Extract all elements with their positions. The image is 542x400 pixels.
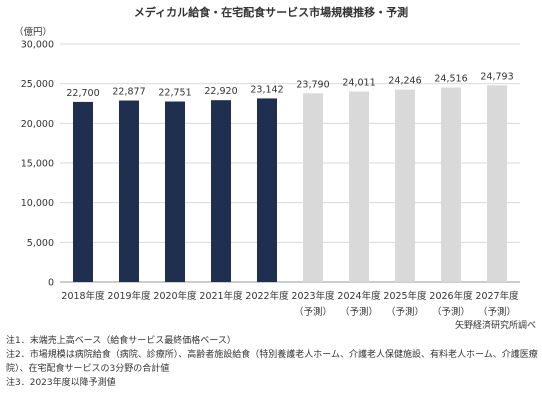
data-label: 22,700	[66, 88, 99, 99]
source-credit: 矢野経済研究所調べ	[455, 319, 536, 330]
footnote-3: 注3．2023年度以降予測値	[6, 378, 116, 388]
x-category-label: 2024年度	[337, 290, 381, 302]
x-category-label: 2022年度	[245, 290, 289, 302]
y-axis-unit: （億円）	[14, 26, 52, 38]
footnote-2: 注2．市場規模は病院給食（病院、診療所）、高齢者施設給食（特別養護老人ホーム、介…	[6, 350, 538, 374]
x-category-label: 2027年度	[475, 290, 519, 302]
x-category-sublabel: （予測）	[340, 306, 378, 318]
footnotes: 注1．末端売上高ベース（給食サービス最終価格ベース） 注2．市場規模は病院給食（…	[6, 334, 538, 390]
x-category-label: 2019年度	[107, 290, 151, 302]
bar-2026年度	[441, 87, 461, 282]
x-category-sublabel: （予測）	[432, 306, 470, 318]
bar-2027年度	[487, 85, 507, 282]
market-size-chart: メディカル給食・在宅配食サービス市場規模推移・予測 （億円） 0 5,000 10,…	[14, 5, 536, 330]
bar-2025年度	[395, 89, 415, 282]
data-label: 23,790	[296, 79, 329, 90]
data-label: 22,751	[158, 88, 191, 99]
y-tick-label: 0	[48, 278, 54, 289]
x-category-sublabel: （予測）	[478, 306, 516, 318]
bars	[73, 85, 507, 283]
data-label: 24,516	[434, 74, 467, 85]
y-tick-label: 25,000	[21, 79, 54, 90]
data-label: 24,793	[480, 71, 513, 82]
x-category-sublabel: （予測）	[294, 306, 332, 318]
x-category-label: 2021年度	[199, 290, 243, 302]
y-tick-label: 20,000	[21, 119, 54, 130]
bar-2021年度	[211, 100, 231, 282]
data-label: 22,877	[112, 87, 145, 98]
x-axis-categories: 2018年度 2019年度 2020年度 2021年度 2022年度 2023年度 （予測）…	[61, 290, 519, 318]
chart-title: メディカル給食・在宅配食サービス市場規模推移・予測	[134, 5, 408, 19]
y-tick-label: 10,000	[21, 198, 54, 209]
bar-2023年度	[303, 93, 323, 283]
x-category-label: 2020年度	[153, 290, 197, 302]
bar-2018年度	[73, 101, 93, 282]
data-label: 24,011	[342, 78, 375, 89]
bar-2019年度	[119, 100, 139, 283]
x-category-label: 2026年度	[429, 290, 473, 302]
bar-2020年度	[165, 101, 185, 283]
x-category-label: 2018年度	[61, 290, 105, 302]
footnote-1: 注1．末端売上高ベース（給食サービス最終価格ベース）	[6, 336, 236, 346]
y-axis-ticks: 0 5,000 10,000 15,000 20,000 25,000 30,000	[21, 40, 54, 289]
y-tick-label: 5,000	[27, 238, 54, 249]
data-label: 24,246	[388, 76, 421, 87]
x-category-label: 2025年度	[383, 290, 427, 302]
bar-2022年度	[257, 98, 277, 282]
bar-2024年度	[349, 91, 369, 283]
x-category-sublabel: （予測）	[386, 306, 424, 318]
y-tick-label: 15,000	[21, 159, 54, 170]
x-category-label: 2023年度	[291, 290, 335, 302]
data-label: 22,920	[204, 86, 237, 97]
data-label: 23,142	[250, 84, 283, 95]
data-labels: 22,700 22,877 22,751 22,920 23,142 23,790 24,0…	[66, 71, 513, 99]
y-tick-label: 30,000	[21, 40, 54, 51]
